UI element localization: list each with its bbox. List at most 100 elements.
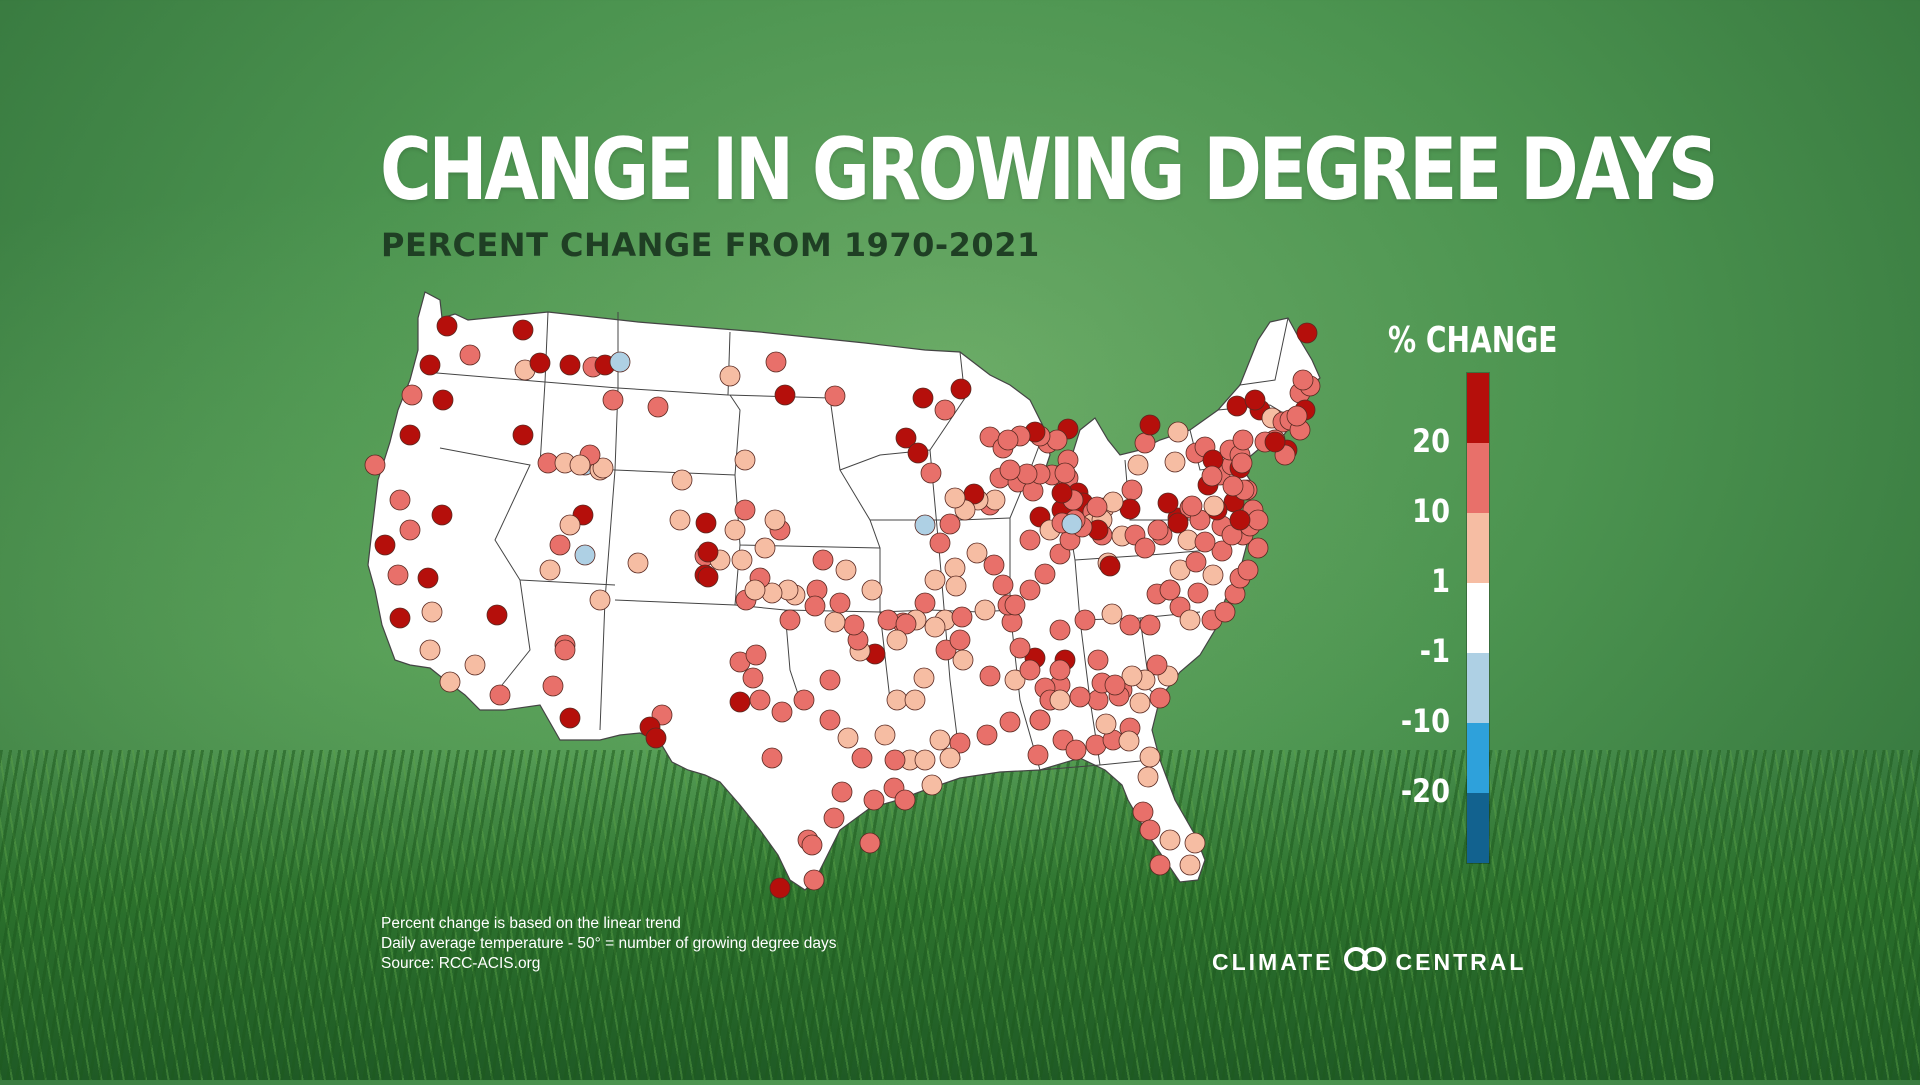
station-dot: [1202, 564, 1224, 586]
station-dot: [1004, 669, 1026, 691]
interlocking-circles-icon: [1342, 946, 1388, 978]
legend-swatch-mid-red: [1467, 443, 1489, 513]
station-dot: [734, 499, 756, 521]
station-dot: [974, 599, 996, 621]
station-dot: [769, 877, 791, 899]
station-dot: [1054, 462, 1076, 484]
station-dot: [895, 613, 917, 635]
station-dot: [719, 365, 741, 387]
station-dot: [949, 732, 971, 754]
station-dot: [754, 537, 776, 559]
station-dot: [1127, 454, 1149, 476]
station-dot: [436, 315, 458, 337]
station-dot: [1194, 531, 1216, 553]
legend-label-20: 20: [1412, 422, 1450, 460]
station-dot: [837, 727, 859, 749]
station-dot: [1029, 709, 1051, 731]
station-dot: [1118, 730, 1140, 752]
station-dot: [529, 352, 551, 374]
station-dot: [824, 611, 846, 633]
station-dot: [592, 457, 614, 479]
station-dot: [863, 789, 885, 811]
station-dot: [1065, 739, 1087, 761]
station-dot: [1101, 603, 1123, 625]
station-dot: [512, 319, 534, 341]
station-dot: [1119, 614, 1141, 636]
station-dot: [569, 454, 591, 476]
station-dot: [1164, 451, 1186, 473]
station-dot: [1121, 665, 1143, 687]
station-dot: [589, 589, 611, 611]
station-dot: [364, 454, 386, 476]
station-dot: [1296, 322, 1318, 344]
station-dot: [1104, 674, 1126, 696]
station-dot: [835, 559, 857, 581]
station-dot: [1139, 414, 1161, 436]
footnotes: Percent change is based on the linear tr…: [381, 914, 837, 974]
station-dot: [1074, 609, 1096, 631]
station-dot: [1087, 649, 1109, 671]
station-dot: [779, 609, 801, 631]
station-dot: [1001, 611, 1023, 633]
station-dot: [389, 489, 411, 511]
station-dot: [979, 665, 1001, 687]
station-dot: [929, 729, 951, 751]
station-dot: [1137, 766, 1159, 788]
station-dot: [439, 671, 461, 693]
station-dot: [1061, 513, 1083, 535]
station-dot: [1184, 832, 1206, 854]
station-dot: [765, 351, 787, 373]
station-dot: [1049, 619, 1071, 641]
station-dot: [374, 534, 396, 556]
station-dot: [1019, 529, 1041, 551]
station-dot: [1159, 579, 1181, 601]
station-dot: [939, 513, 961, 535]
station-dot: [1286, 405, 1308, 427]
station-dot: [949, 629, 971, 651]
station-dot: [944, 487, 966, 509]
station-dot: [997, 429, 1019, 451]
legend-label-10: 10: [1412, 492, 1450, 530]
station-dot: [459, 344, 481, 366]
station-dot: [1179, 854, 1201, 876]
station-dot: [944, 557, 966, 579]
station-dot: [1132, 801, 1154, 823]
station-dot: [992, 574, 1014, 596]
station-dot: [1009, 637, 1031, 659]
station-dot: [950, 378, 972, 400]
station-dot: [1019, 659, 1041, 681]
station-dot: [419, 639, 441, 661]
station-dot: [1139, 746, 1161, 768]
station-dot: [886, 689, 908, 711]
station-dot: [1049, 659, 1071, 681]
station-dot: [1051, 482, 1073, 504]
station-dot: [1264, 431, 1286, 453]
station-dot: [1292, 369, 1314, 391]
footnote-definition: Daily average temperature - 50° = number…: [381, 935, 837, 952]
station-dot: [1149, 854, 1171, 876]
legend-swatch-dark-blue: [1467, 793, 1489, 863]
station-dot: [1086, 496, 1108, 518]
station-dot: [1201, 465, 1223, 487]
station-dot: [627, 552, 649, 574]
station-dot: [609, 351, 631, 373]
state-borders: [424, 311, 1296, 771]
station-dot: [803, 869, 825, 891]
station-dot: [1229, 509, 1251, 531]
map-title: CHANGE IN GROWING DEGREE DAYS: [380, 120, 1719, 220]
legend-label-neg1: -1: [1419, 632, 1450, 670]
station-dot: [387, 564, 409, 586]
station-dot: [401, 384, 423, 406]
station-dot: [976, 724, 998, 746]
station-dot: [920, 462, 942, 484]
grass-background: [0, 750, 1920, 1080]
station-dot: [1157, 492, 1179, 514]
station-dot: [671, 469, 693, 491]
legend-label-1: 1: [1431, 562, 1450, 600]
legend-label-neg10: -10: [1400, 702, 1450, 740]
station-dot: [549, 534, 571, 556]
station-dot: [1244, 389, 1266, 411]
station-dot: [1147, 519, 1169, 541]
station-dot: [1222, 475, 1244, 497]
station-dot: [1211, 540, 1233, 562]
